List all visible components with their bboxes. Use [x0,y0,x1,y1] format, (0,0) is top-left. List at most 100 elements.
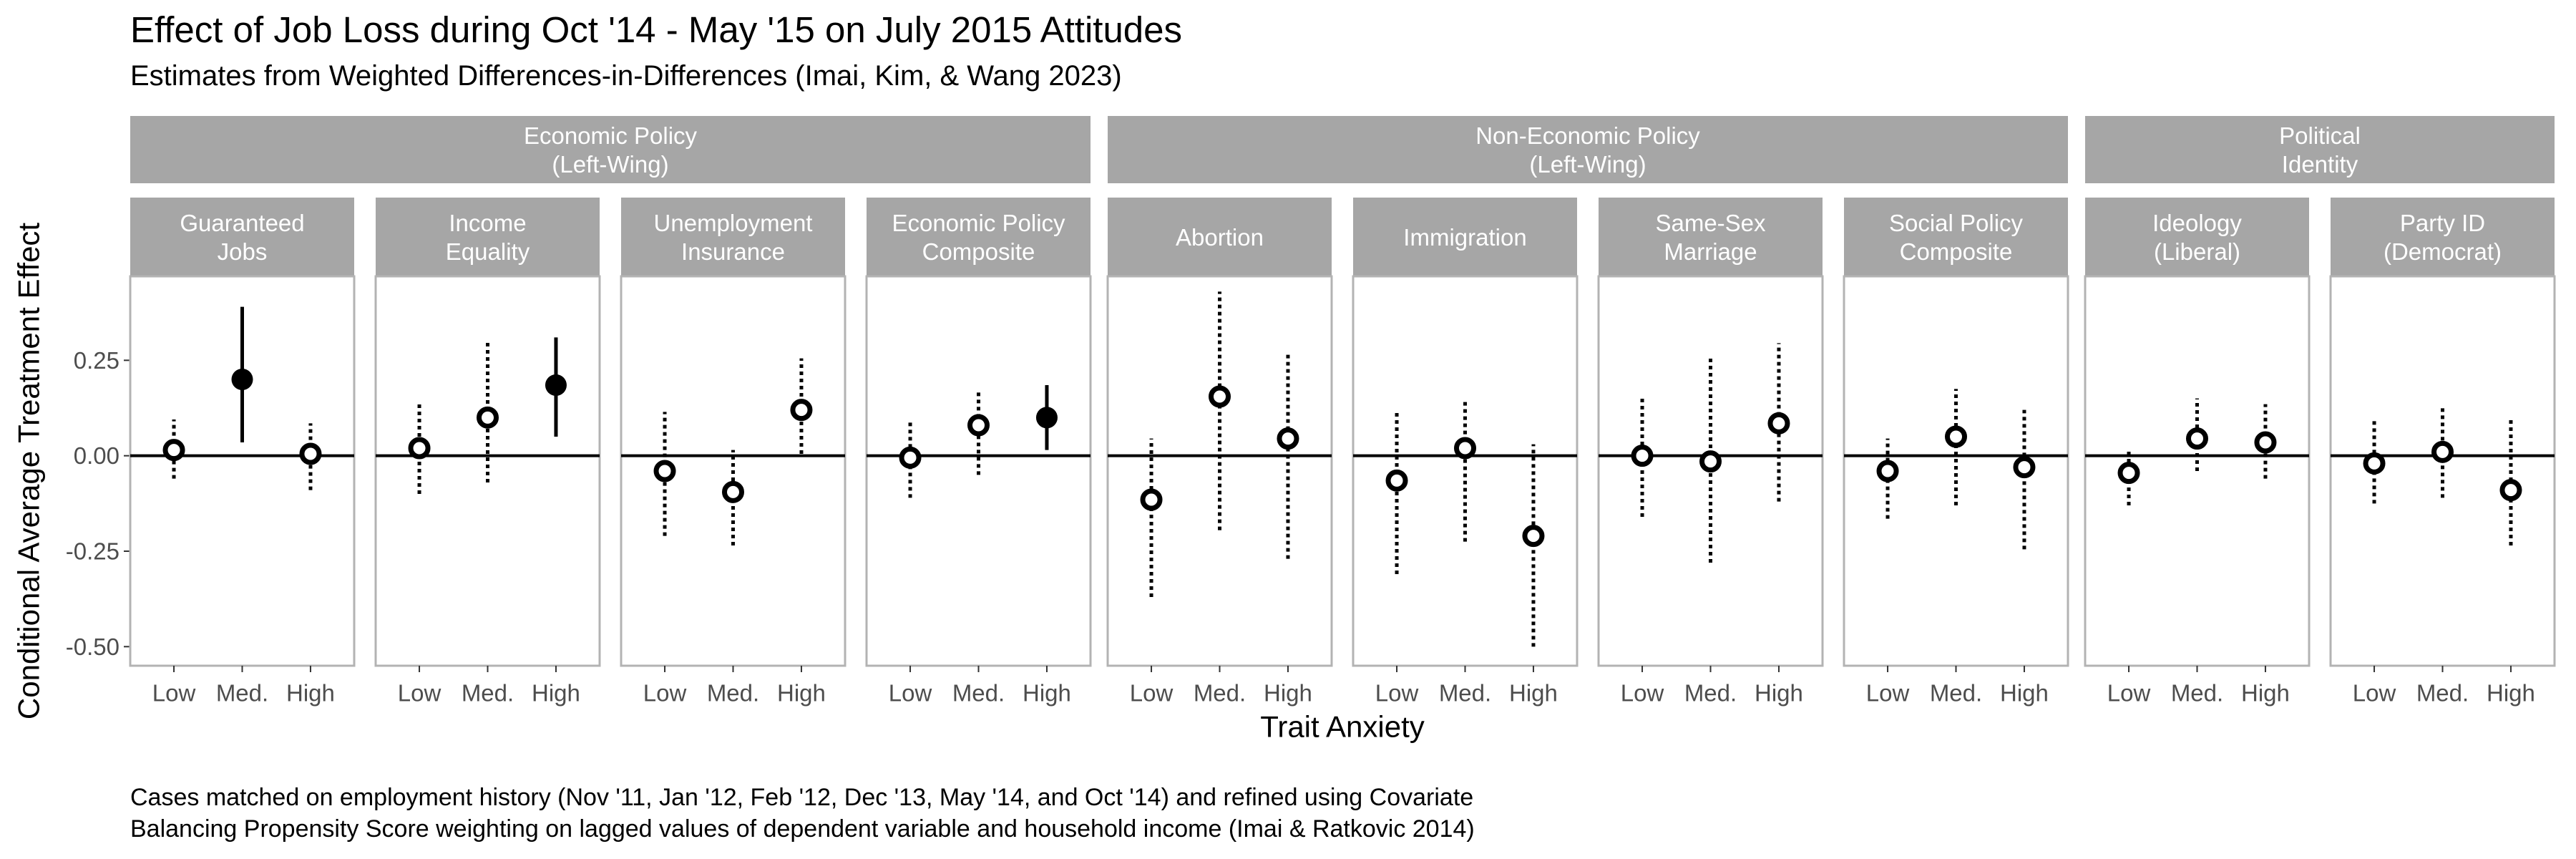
panel-strip-label: Social Policy Composite [1889,210,2024,265]
x-tick-label: Med. [707,680,759,707]
estimate-point [1767,412,1790,435]
panel-strip-label-line: Same-Sex [1655,210,1766,236]
panel-strip-label: Ideology (Liberal) [2152,210,2242,265]
estimate-point [1876,460,1899,482]
panel-strip-label-line: Economic Policy [892,210,1065,236]
x-tick-label: High [1509,680,1558,707]
faceted-plot: Economic Policy (Left-Wing)Non-Economic P… [12,116,2556,744]
panel-strip-label-line: (Liberal) [2154,238,2240,264]
group-strip-label-line: Non-Economic Policy [1475,122,1700,149]
x-tick-label: High [2000,680,2049,707]
y-tick-label: 0.25 [74,347,119,374]
estimate-point [545,374,567,396]
group-strip [2085,116,2555,183]
estimate-point [790,399,813,422]
y-tick-label: -0.25 [66,538,119,565]
group-strip-label-line: (Left-Wing) [1529,150,1646,177]
x-tick-label: High [532,680,580,707]
panel-strip-label-line: Unemployment [654,210,813,236]
caption-line-1: Cases matched on employment history (Nov… [130,784,1474,811]
caption-line-2: Balancing Propensity Score weighting on … [130,815,1475,843]
group-strip-label: Political Identity [2279,122,2361,178]
x-tick-label: Med. [1439,680,1491,707]
x-tick-label: High [777,680,826,707]
estimate-point [2363,452,2386,475]
group-strip-label-line: Identity [2282,150,2358,177]
panel-strip-label-line: Immigration [1403,224,1526,251]
y-tick-label: -0.50 [66,634,119,660]
estimate-point [2013,456,2036,479]
panel-strip [2331,198,2555,276]
x-tick-label: Low [643,680,687,707]
group-strip-label: Non-Economic Policy (Left-Wing) [1475,122,1700,178]
estimate-point [162,439,185,462]
panel-strip-label-line: Abortion [1176,224,1264,251]
x-tick-label: High [2241,680,2290,707]
panel-strip [130,198,354,276]
panel-strip-label: Party ID (Democrat) [2384,210,2502,265]
y-tick-label: 0.00 [74,442,119,469]
x-tick-label: Low [1130,680,1174,707]
estimate-point [2499,479,2522,502]
x-tick-label: Med. [1684,680,1737,707]
estimate-point [408,437,431,460]
panel-strip-label-line: Ideology [2152,210,2242,236]
panel-strip-label: Immigration [1403,224,1526,251]
panel-strip [867,198,1091,276]
panel-plot-area [2329,275,2556,667]
group-strip-label: Economic Policy (Left-Wing) [524,122,698,178]
panel-strip-label: Abortion [1176,224,1264,251]
x-tick-label: Low [2107,680,2151,707]
estimate-point [1631,445,1654,467]
estimate-point [477,406,499,429]
panel-strip-label-line: Social Policy [1889,210,2024,236]
panel-strip-label-line: Marriage [1664,238,1757,264]
group-strip-label-line: Political [2279,122,2361,149]
panel-strip-label-line: Composite [922,238,1035,264]
panel-strip-label-line: Insurance [681,238,785,264]
panel-strip-label-line: Party ID [2400,210,2485,236]
panel-strip [1353,198,1577,276]
panel-strip-label-line: Jobs [218,238,268,264]
estimate-point [1699,450,1722,473]
estimate-point [1385,469,1408,492]
x-tick-label: Low [1866,680,1910,707]
x-tick-label: Low [398,680,441,707]
panel-strip-label: Guaranteed Jobs [180,210,304,265]
x-tick-label: Med. [952,680,1005,707]
group-strip-label-line: Economic Policy [524,122,698,149]
estimate-point [1140,488,1163,511]
panel-strip [1844,198,2068,276]
estimate-point [231,369,253,390]
estimate-point [653,460,676,482]
panel-strip [1599,198,1823,276]
group-strip [1108,116,2068,183]
x-tick-label: High [2487,680,2535,707]
x-tick-label: Med. [2171,680,2223,707]
estimate-point [1277,427,1299,450]
x-axis-title: Trait Anxiety [1260,710,1425,744]
panel-plot-area [865,275,1092,667]
panel-strip [1108,198,1332,276]
estimate-point [2431,440,2454,463]
estimate-point [2186,427,2208,450]
estimate-point [1945,425,1967,448]
estimate-point [299,442,322,465]
panel-strip-label-line: Income [449,210,526,236]
panel-strip-label: Income Equality [446,210,530,265]
x-tick-label: Med. [216,680,268,707]
x-tick-label: High [1264,680,1312,707]
x-tick-label: Low [889,680,932,707]
panel-strip-label-line: Equality [446,238,530,264]
x-tick-label: Med. [462,680,514,707]
x-tick-label: Low [2353,680,2396,707]
panel-plot-area [1352,275,1579,667]
panel-strip-label: Economic Policy Composite [892,210,1065,265]
panel-strip [2085,198,2309,276]
estimate-point [899,446,922,469]
chart-title: Effect of Job Loss during Oct '14 - May … [130,9,1183,50]
panel-strip-label-line: (Democrat) [2384,238,2502,264]
x-tick-label: High [1755,680,1803,707]
caption: Cases matched on employment history (Nov… [130,782,1475,845]
estimate-point [2254,431,2277,454]
